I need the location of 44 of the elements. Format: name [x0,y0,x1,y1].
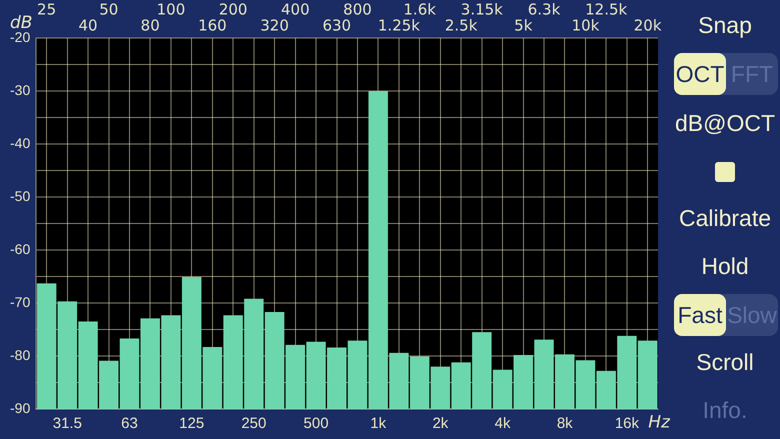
x-tick-label: 4k [494,415,511,432]
text: Info. [702,397,748,424]
x-tick-label: 2k [432,415,449,432]
x-tick-label: 320 [260,16,289,34]
text: Scroll [695,349,755,376]
y-tick-label: -60 [10,240,30,257]
y-tick-label: -30 [10,82,30,98]
x-tick-label: 1k [370,415,387,432]
y-tick-label: -40 [10,134,30,151]
x-tick-label: 8k [556,415,574,432]
text: Snap [697,12,753,39]
y-tick-label: -50 [10,188,30,204]
x-tick-label: 40 [78,16,98,34]
x-tick-label: 5k [514,16,533,34]
x-tick-label: 20k [634,16,662,34]
x-tick-label: 160 [198,16,227,34]
x-tick-label: 200 [218,0,248,18]
x-tick-label: 630 [322,16,352,34]
x-tick-label: 80 [140,16,160,34]
x-tick-label: 1.6k [403,0,436,18]
x-tick-label: 800 [343,0,372,18]
x-tick-label: 6.3k [528,0,561,18]
x-tick-label: 25 [37,0,56,18]
x-axis-title: Hz [648,412,672,432]
x-tick-label: 500 [304,415,329,432]
text: dB@OCT [674,110,776,137]
y-tick-label: -80 [10,346,30,363]
x-tick-label: 2.5k [444,16,478,34]
x-tick-label: 250 [241,415,266,432]
x-tick-label: 50 [99,0,118,18]
x-tick-label: 12.5k [585,0,628,18]
x-tick-label: 16k [614,415,640,432]
x-tick-label: 100 [156,0,186,18]
x-tick-label: 31.5 [52,415,82,432]
x-tick-label: 400 [280,0,310,18]
y-tick-label: -90 [10,400,30,416]
x-tick-label: 1.25k [378,16,420,34]
text: Calibrate [678,205,772,232]
x-tick-label: 63 [121,415,138,432]
x-tick-label: 125 [179,415,204,432]
y-tick-label: -70 [10,294,30,310]
x-tick-label: 3.15k [460,0,504,18]
x-tick-label: 10k [572,16,600,34]
text: Hold [700,253,750,280]
